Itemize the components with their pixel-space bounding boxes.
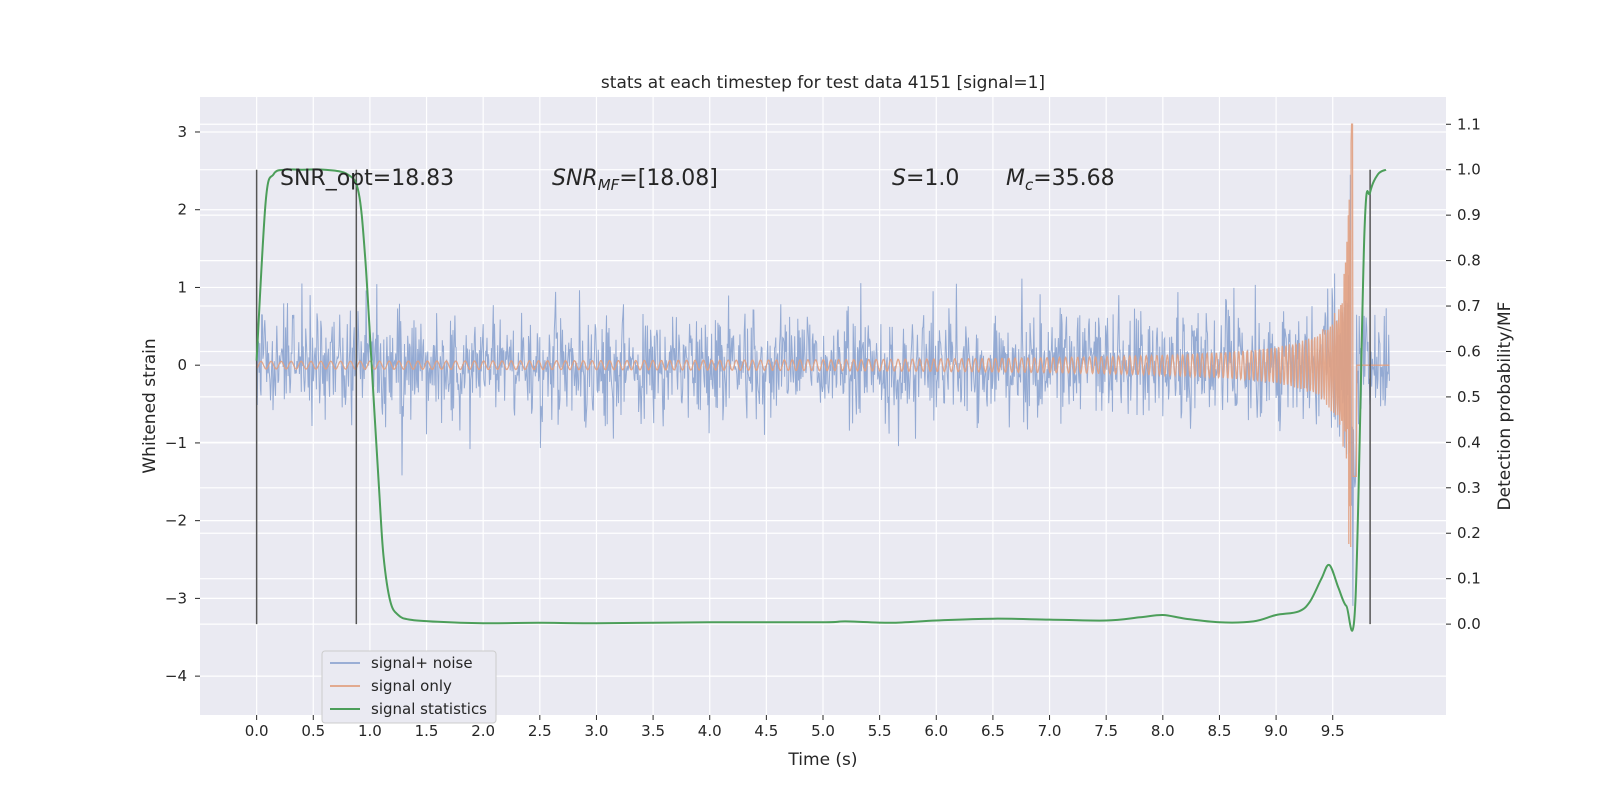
y2-tick-label-4: 0.7	[1457, 297, 1481, 315]
legend: signal+ noise signal only signal statist…	[321, 650, 497, 724]
x-tick-label-11: 5.5	[868, 722, 892, 740]
x-tick-label-9: 4.5	[754, 722, 778, 740]
y-tick-label-1: 2	[177, 201, 187, 219]
y-tick-label-2: 1	[177, 278, 187, 296]
y2-tick-label-0: 1.1	[1457, 115, 1481, 133]
y2-tick-label-3: 0.8	[1457, 252, 1481, 270]
annotation-snr-opt: SNR_opt=18.83	[280, 166, 454, 191]
legend-label-signal: signal only	[371, 677, 452, 695]
chart-title: stats at each timestep for test data 415…	[601, 73, 1045, 93]
line-signal-noise	[256, 174, 1390, 606]
y2-tick-label-8: 0.3	[1457, 479, 1481, 497]
x-tick-label-19: 9.5	[1321, 722, 1345, 740]
x-tick-label-7: 3.5	[641, 722, 665, 740]
x-tick-label-8: 4.0	[698, 722, 722, 740]
x-tick-label-10: 5.0	[811, 722, 835, 740]
x-axis-label: Time (s)	[787, 750, 857, 770]
y-tick-label-6: −3	[165, 589, 187, 607]
series-signal-only	[256, 123, 1390, 548]
x-tick-label-13: 6.5	[981, 722, 1005, 740]
x-tick-label-3: 1.5	[415, 722, 439, 740]
y2-tick-label-9: 0.2	[1457, 524, 1481, 542]
x-tick-label-1: 0.5	[301, 722, 325, 740]
x-tick-label-2: 1.0	[358, 722, 382, 740]
line-signal-statistics	[255, 168, 1387, 632]
grid-lines	[200, 97, 1446, 715]
y2-tick-label-5: 0.6	[1457, 342, 1481, 360]
x-tick-label-15: 7.5	[1094, 722, 1118, 740]
series-signal-statistics	[255, 168, 1387, 632]
y-tick-label-7: −4	[165, 667, 187, 685]
annotation-snr-mf: SNRMF=[18.08]	[552, 166, 718, 194]
legend-label-noise: signal+ noise	[371, 654, 473, 672]
legend-label-stats: signal statistics	[371, 700, 487, 718]
y2-tick-label-1: 1.0	[1457, 161, 1481, 179]
marker-lines	[255, 169, 1371, 625]
y-tick-label-5: −2	[165, 512, 187, 530]
x-tick-label-17: 8.5	[1208, 722, 1232, 740]
x-tick-label-12: 6.0	[924, 722, 948, 740]
legend-box	[321, 650, 497, 724]
x-tick-label-4: 2.0	[471, 722, 495, 740]
x-axis-ticks: 0.0 0.5 1.0 1.5 2.0 2.5 3.0 3.5 4.0 4.5 5.0 5.5 6.0 6…	[245, 715, 1345, 740]
y2-axis-ticks: 1.1 1.0 0.9 0.8 0.7 0.6 0.5 0.4 0.3 0.2 0.1 0.0	[1446, 115, 1481, 633]
y2-tick-label-2: 0.9	[1457, 206, 1481, 224]
x-tick-label-14: 7.0	[1038, 722, 1062, 740]
y2-tick-label-6: 0.5	[1457, 388, 1481, 406]
line-signal-only	[256, 123, 1390, 548]
y-tick-label-4: −1	[165, 434, 187, 452]
y-tick-label-0: 3	[177, 123, 187, 141]
y-axis-label: Whitened strain	[140, 338, 160, 473]
series-signal-noise	[256, 174, 1390, 606]
x-tick-label-16: 8.0	[1151, 722, 1175, 740]
x-tick-label-0: 0.0	[245, 722, 269, 740]
x-tick-label-5: 2.5	[528, 722, 552, 740]
y2-tick-label-10: 0.1	[1457, 570, 1481, 588]
x-tick-label-6: 3.0	[585, 722, 609, 740]
x-tick-label-18: 9.0	[1264, 722, 1288, 740]
y-tick-label-3: 0	[177, 356, 187, 374]
annotation-s: S=1.0	[892, 166, 959, 191]
y2-tick-label-11: 0.0	[1457, 615, 1481, 633]
y2-axis-label: Detection probability/MF	[1495, 302, 1515, 511]
y-axis-ticks: 3 2 1 0 −1 −2 −3 −4	[165, 123, 200, 685]
annotation-mc: Mc=35.68	[1006, 166, 1115, 194]
y2-tick-label-7: 0.4	[1457, 433, 1481, 451]
